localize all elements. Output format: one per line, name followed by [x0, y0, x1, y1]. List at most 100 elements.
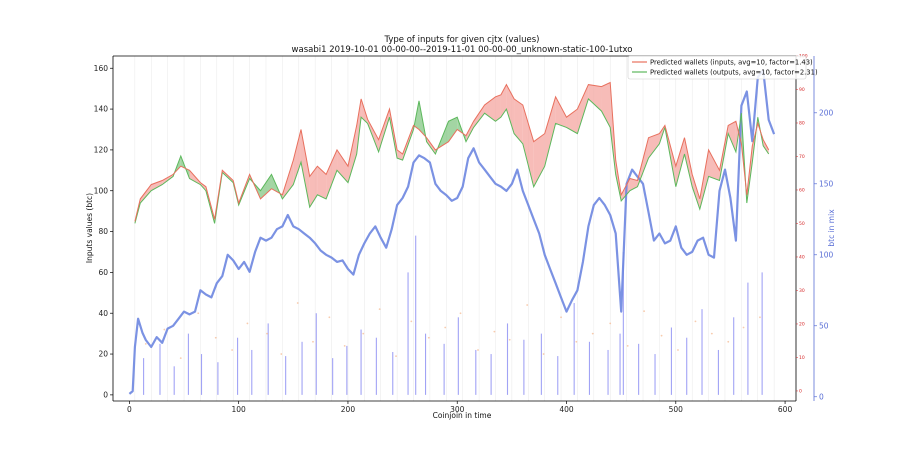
fill-segment	[356, 98, 362, 154]
dot-point	[179, 357, 182, 360]
y2-tick-label: 0	[819, 392, 824, 401]
chart-subtitle: wasabi1 2019-10-01 00-00-00--2019-11-01 …	[292, 45, 633, 55]
legend-label-inputs: Predicted wallets (inputs, avg=10, facto…	[650, 59, 813, 67]
dot-point	[362, 332, 365, 335]
dot-point	[197, 312, 200, 315]
dot-point	[296, 302, 299, 304]
fill-segment	[473, 104, 485, 128]
fill-segment	[648, 133, 660, 159]
fill-segment	[533, 133, 545, 187]
dot-point	[560, 316, 562, 319]
dot-point	[542, 353, 545, 355]
x-axis-label: Coinjoin in time	[433, 411, 492, 420]
fill-segment	[260, 174, 272, 199]
y2-tick-label: 100	[819, 250, 834, 259]
fill-segment	[378, 109, 390, 152]
x-tick-label: 100	[232, 405, 247, 414]
y-tick-label: 40	[98, 309, 108, 318]
dot-point	[328, 316, 331, 319]
dot-point	[459, 312, 462, 315]
y-tick-label: 140	[94, 105, 109, 114]
y-tick-label: 0	[103, 390, 108, 399]
x-tick-label: 200	[341, 405, 356, 414]
dot-point	[493, 330, 496, 333]
dot-point	[526, 304, 529, 306]
y3-tick-label: 80	[799, 121, 805, 127]
chart-title: Type of inputs for given cjtx (values)	[384, 35, 540, 45]
dot-point	[312, 340, 314, 343]
fill-segment	[522, 104, 534, 187]
y3-tick-label: 10	[799, 355, 805, 361]
dot-point	[410, 320, 413, 323]
axes: 0 100 200 300 400 500 600020406080100120140160…	[94, 54, 834, 414]
dot-point	[575, 340, 578, 343]
dot-point	[694, 320, 697, 323]
y-tick-label: 160	[94, 64, 109, 73]
series-line-outputs	[134, 97, 770, 224]
y3-tick-label: 70	[799, 154, 805, 160]
fill-segment	[506, 84, 515, 134]
fill-segment	[326, 149, 338, 199]
dot-point	[626, 344, 629, 347]
dot-point	[444, 326, 447, 329]
fill-segment	[448, 117, 458, 142]
y-tick-label: 120	[94, 146, 109, 155]
fill-segment	[708, 149, 720, 181]
fill-segment	[484, 96, 496, 122]
spike-bars	[143, 235, 763, 395]
y2-axis-label: btc in mix	[827, 209, 836, 247]
dot-point	[508, 338, 511, 341]
fill-segment	[566, 109, 578, 134]
dot-point	[759, 316, 761, 319]
fill-segment	[317, 166, 327, 199]
fill-segment	[514, 98, 523, 144]
y3-tick-label: 0	[799, 389, 802, 395]
difference-fill	[134, 82, 769, 224]
dot-point	[677, 349, 679, 351]
fill-segment	[293, 129, 301, 185]
fill-segment	[465, 121, 474, 142]
fill-segment	[495, 94, 501, 122]
y2-tick-label: 200	[819, 108, 834, 117]
dot-point	[246, 322, 249, 325]
y-tick-label: 100	[94, 186, 109, 195]
y-tick-label: 20	[98, 350, 108, 359]
fill-segment	[692, 174, 700, 210]
y2-tick-label: 150	[819, 179, 834, 188]
legend-box	[627, 55, 807, 80]
y3-tick-label: 50	[799, 221, 805, 227]
fill-segment	[728, 121, 736, 152]
fill-segment	[555, 96, 567, 128]
fill-segment	[300, 129, 310, 208]
fill-segment	[577, 84, 589, 134]
dot-point	[231, 349, 234, 351]
y3-tick-label: 20	[799, 322, 805, 328]
series-line-btc-in-mix	[128, 69, 776, 395]
fill-segment	[347, 125, 357, 183]
x-tick-label: 400	[559, 405, 574, 414]
dot-point	[643, 310, 646, 313]
legend-label-outputs: Predicted wallets (outputs, avg=10, fact…	[650, 69, 818, 77]
dot-point	[395, 355, 397, 357]
grid-lines	[134, 56, 775, 401]
y3-tick-label: 40	[799, 255, 805, 261]
x-tick-label: 600	[778, 405, 793, 414]
dot-point	[477, 349, 479, 351]
y3-tick-label: 60	[799, 188, 805, 194]
fill-segment	[544, 96, 556, 167]
dot-point	[378, 308, 381, 311]
fill-segment	[309, 166, 318, 208]
x-tick-label: 300	[450, 405, 465, 414]
x-tick-label: 500	[669, 405, 684, 414]
fill-segment	[675, 137, 685, 187]
fill-segment	[337, 149, 348, 183]
dot-point	[742, 326, 745, 329]
y2-tick-label: 50	[819, 321, 829, 330]
fill-segment	[397, 149, 403, 161]
x-tick-label: 0	[127, 405, 132, 414]
y3-tick-label: 90	[799, 87, 805, 93]
series-lines	[128, 69, 776, 395]
fill-segment	[426, 137, 436, 154]
series-line-inputs	[134, 81, 770, 222]
